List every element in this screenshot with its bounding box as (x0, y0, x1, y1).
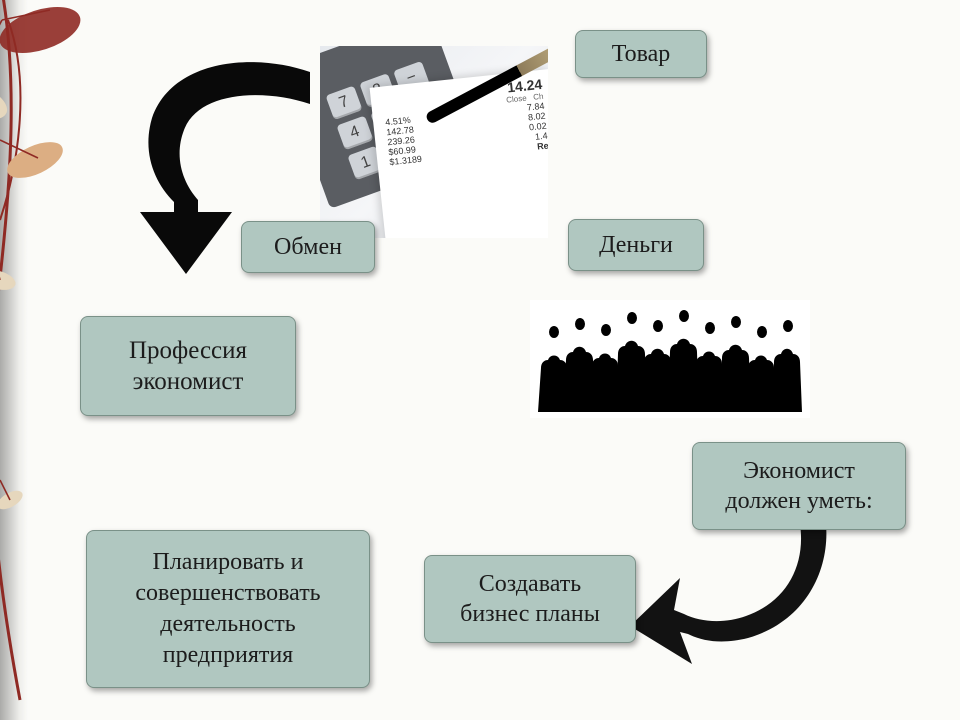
box-profession-label: Профессия экономист (129, 335, 247, 398)
box-dengi: Деньги (568, 219, 704, 271)
box-dengi-label: Деньги (599, 232, 673, 259)
slide-left-shadow (0, 0, 28, 720)
box-obmen-label: Обмен (274, 234, 342, 261)
box-obmen: Обмен (241, 221, 375, 273)
curved-arrow-bottom (628, 512, 848, 682)
box-plan: Планировать и совершенствовать деятельно… (86, 530, 370, 688)
calculator-finance-image: 7 8 − 4 + = 1 · 14.24 Close Ch 4.51%7.84… (320, 46, 548, 238)
box-tovar-label: Товар (612, 41, 671, 68)
box-create-label: Создавать бизнес планы (460, 569, 600, 629)
box-profession: Профессия экономист (80, 316, 296, 416)
box-plan-label: Планировать и совершенствовать деятельно… (135, 547, 320, 672)
box-tovar: Товар (575, 30, 707, 78)
box-skill-label: Экономист должен уметь: (725, 456, 872, 516)
box-create: Создавать бизнес планы (424, 555, 636, 643)
crowd-silhouette-image (530, 300, 810, 418)
box-skill: Экономист должен уметь: (692, 442, 906, 530)
